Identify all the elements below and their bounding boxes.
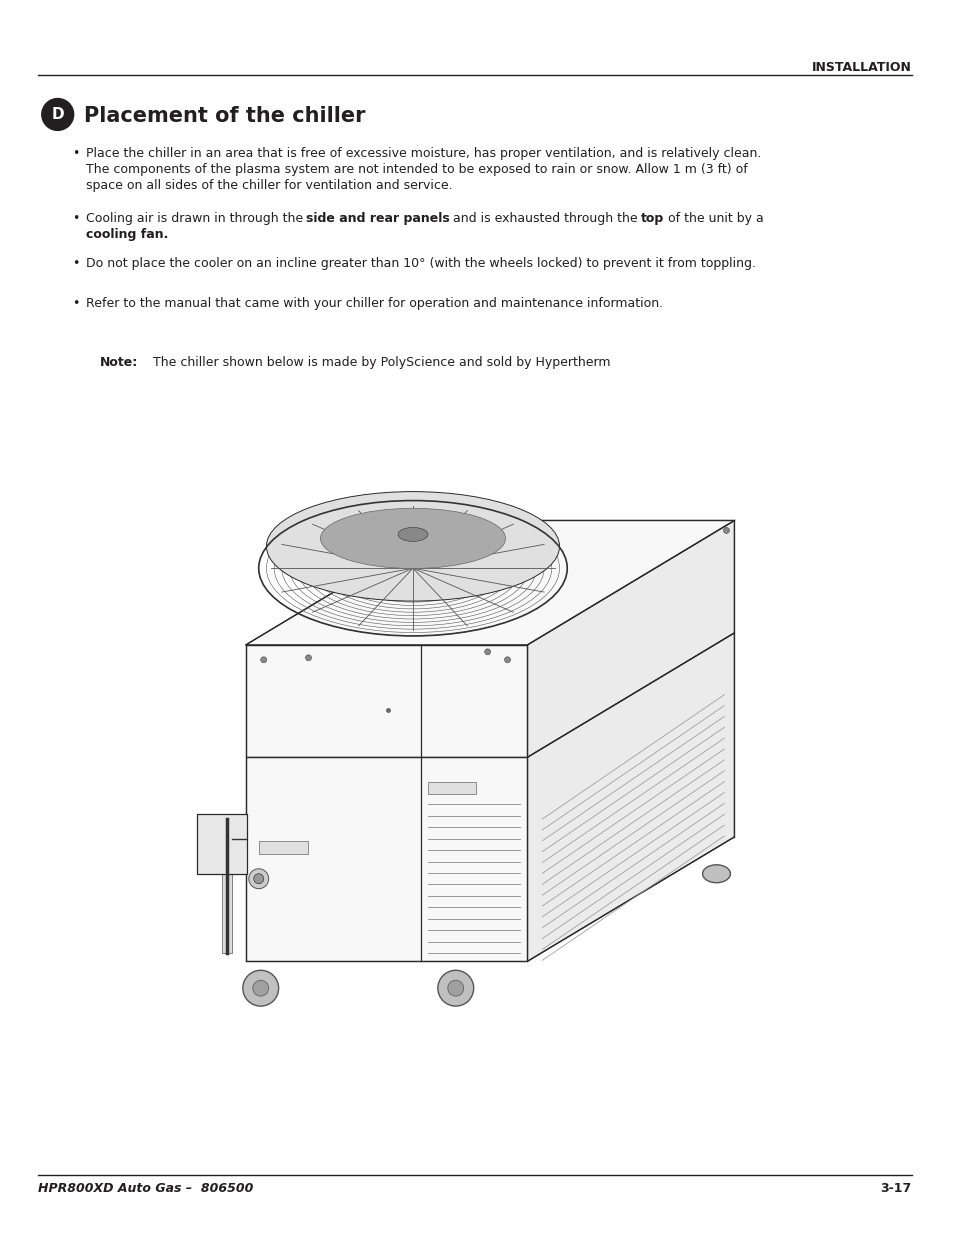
Bar <box>258 841 308 853</box>
Text: of the unit by a: of the unit by a <box>663 212 762 225</box>
Ellipse shape <box>266 492 559 601</box>
Text: 3-17: 3-17 <box>880 1182 911 1195</box>
Circle shape <box>464 521 470 527</box>
Text: •: • <box>71 212 79 225</box>
Circle shape <box>260 657 267 663</box>
Circle shape <box>504 657 510 663</box>
Text: Place the chiller in an area that is free of excessive moisture, has proper vent: Place the chiller in an area that is fre… <box>86 147 760 161</box>
Polygon shape <box>527 520 734 757</box>
Text: The components of the plasma system are not intended to be exposed to rain or sn: The components of the plasma system are … <box>86 163 746 177</box>
Circle shape <box>253 873 263 884</box>
Text: cooling fan.: cooling fan. <box>86 228 168 241</box>
Bar <box>428 782 476 794</box>
Ellipse shape <box>701 864 730 883</box>
Circle shape <box>305 655 311 661</box>
Polygon shape <box>246 645 527 757</box>
Text: space on all sides of the chiller for ventilation and service.: space on all sides of the chiller for ve… <box>86 179 452 193</box>
Polygon shape <box>222 819 232 953</box>
Ellipse shape <box>320 509 505 568</box>
Ellipse shape <box>397 527 428 541</box>
Text: D: D <box>51 107 64 122</box>
Text: Refer to the manual that came with your chiller for operation and maintenance in: Refer to the manual that came with your … <box>86 296 662 310</box>
Polygon shape <box>246 757 527 961</box>
Text: The chiller shown below is made by PolyScience and sold by Hypertherm: The chiller shown below is made by PolyS… <box>137 356 610 369</box>
Text: •: • <box>71 257 79 269</box>
Circle shape <box>437 971 474 1007</box>
Polygon shape <box>527 632 734 961</box>
Text: Cooling air is drawn in through the: Cooling air is drawn in through the <box>86 212 306 225</box>
Circle shape <box>42 99 73 131</box>
Text: side and rear panels: side and rear panels <box>305 212 449 225</box>
Text: Note:: Note: <box>99 356 137 369</box>
Circle shape <box>484 648 490 655</box>
Circle shape <box>249 868 269 889</box>
Text: and is exhausted through the: and is exhausted through the <box>448 212 640 225</box>
Text: HPR800XD Auto Gas –  806500: HPR800XD Auto Gas – 806500 <box>38 1182 253 1195</box>
Text: INSTALLATION: INSTALLATION <box>811 61 911 74</box>
Polygon shape <box>246 520 734 645</box>
Text: top: top <box>639 212 663 225</box>
Text: Placement of the chiller: Placement of the chiller <box>84 106 365 126</box>
Text: Do not place the cooler on an incline greater than 10° (with the wheels locked) : Do not place the cooler on an incline gr… <box>86 257 755 269</box>
Text: •: • <box>71 296 79 310</box>
Circle shape <box>243 971 278 1007</box>
Polygon shape <box>197 814 247 873</box>
Text: •: • <box>71 147 79 161</box>
Circle shape <box>447 981 463 997</box>
Circle shape <box>253 981 269 997</box>
Circle shape <box>722 527 729 534</box>
